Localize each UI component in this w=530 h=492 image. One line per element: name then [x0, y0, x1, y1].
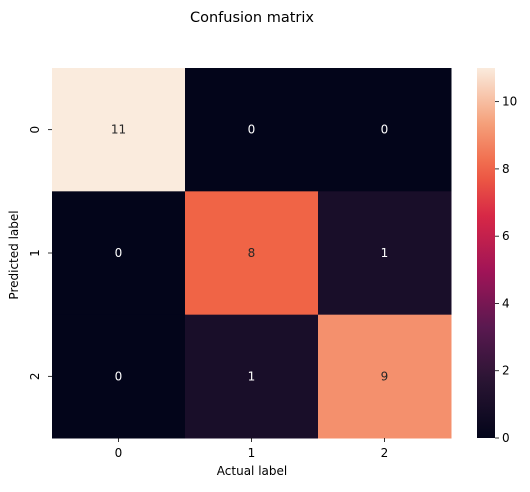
cell-value-label: 0	[381, 123, 389, 137]
y-axis-ticks: 0 1 2	[28, 126, 52, 380]
y-axis-label: Predicted label	[7, 210, 21, 299]
colorbar-tick-label: 0	[502, 431, 510, 445]
heatmap-cell	[52, 314, 186, 439]
colorbar: 0 2 4 6 8 10	[477, 68, 517, 445]
heatmap-cell	[185, 68, 319, 192]
colorbar-gradient	[477, 68, 495, 438]
heatmap-cell	[185, 314, 319, 439]
colorbar-tick-label: 6	[502, 229, 510, 243]
x-tick-label: 0	[115, 446, 123, 460]
cell-value-label: 0	[115, 246, 123, 260]
heatmap-cell	[318, 191, 452, 316]
heatmap-cell	[318, 314, 452, 439]
cell-value-label: 8	[248, 246, 256, 260]
colorbar-tick-label: 2	[502, 364, 510, 378]
cell-value-label: 0	[248, 123, 256, 137]
y-tick-label: 2	[28, 373, 42, 381]
chart-title: Confusion matrix	[190, 10, 314, 26]
cell-value-label: 9	[381, 369, 389, 383]
heatmap-cell	[52, 68, 186, 192]
heatmap-cell	[185, 191, 319, 316]
cell-value-label: 0	[115, 369, 123, 383]
x-tick-label: 2	[381, 446, 389, 460]
y-tick-label: 0	[28, 126, 42, 134]
cell-value-label: 1	[381, 246, 389, 260]
colorbar-tick-label: 8	[502, 162, 510, 176]
x-axis-ticks: 0 1 2	[115, 438, 389, 460]
heatmap-cell	[318, 68, 452, 192]
heatmap-cell	[52, 191, 186, 316]
x-axis-label: Actual label	[217, 464, 287, 478]
heatmap-cells: 11 0 0 0 8 1 0 1 9	[52, 68, 452, 439]
colorbar-tick-label: 10	[502, 95, 517, 109]
x-tick-label: 1	[248, 446, 256, 460]
cell-value-label: 1	[248, 369, 256, 383]
cell-value-label: 11	[111, 123, 126, 137]
colorbar-tick-label: 4	[502, 296, 510, 310]
y-tick-label: 1	[28, 249, 42, 257]
